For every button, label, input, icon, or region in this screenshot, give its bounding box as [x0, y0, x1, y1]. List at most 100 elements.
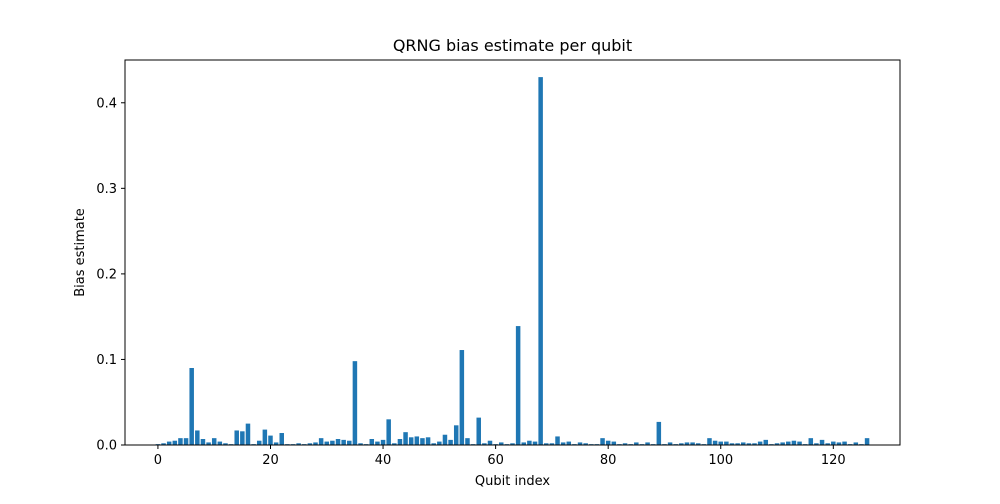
plot-area-frame	[124, 59, 901, 446]
bar-qubit-31	[330, 440, 335, 445]
bar-qubit-52	[448, 439, 453, 445]
x-axis-ticks: 0 20 40 60 80 100 120	[154, 445, 846, 468]
bar-qubit-103	[735, 443, 740, 445]
y-axis-label: Bias estimate	[73, 208, 88, 297]
bar-qubit-2	[166, 441, 172, 445]
bar-qubit-5	[183, 438, 189, 445]
bar-qubit-59	[487, 440, 493, 445]
bar-qubit-35	[352, 361, 358, 445]
bar-qubit-58	[482, 443, 487, 445]
chart-title: QRNG bias estimate per qubit	[393, 36, 632, 55]
x-tick-label: 0	[154, 453, 162, 468]
bar-qubit-53	[453, 425, 459, 445]
bar-qubit-94	[684, 442, 690, 445]
bar-qubit-34	[347, 440, 352, 445]
bar-qubit-50	[437, 441, 442, 445]
bar-qubit-117	[814, 443, 819, 445]
bar-qubit-57	[476, 417, 481, 445]
bar-qubit-18	[256, 440, 262, 445]
bar-qubit-21	[273, 442, 279, 445]
bar-qubit-43	[397, 439, 403, 445]
bar-qubit-68	[538, 77, 543, 446]
bar-qubit-93	[679, 443, 684, 445]
bar-qubit-9	[206, 442, 211, 445]
bar-qubit-15	[240, 431, 245, 445]
bar-qubit-118	[819, 439, 825, 445]
bar-qubit-116	[808, 438, 814, 445]
bar-qubit-95	[690, 442, 695, 445]
x-tick-label: 20	[262, 453, 279, 468]
bar-qubit-119	[825, 443, 830, 445]
bar-qubit-39	[375, 441, 380, 445]
bar-qubit-51	[442, 434, 448, 445]
bar-qubit-113	[791, 440, 797, 445]
bar-qubit-7	[195, 430, 200, 445]
y-tick-label: 0.4	[96, 96, 117, 111]
bar-qubit-75	[577, 442, 583, 445]
bar-qubit-85	[634, 442, 639, 445]
bar-qubit-121	[836, 442, 842, 445]
y-tick-label: 0.0	[96, 439, 117, 454]
bar-qubit-19	[262, 429, 268, 445]
bar-qubit-67	[532, 441, 538, 445]
bar-qubit-96	[695, 443, 701, 445]
bar-qubit-42	[392, 443, 397, 445]
bar-qubit-126	[864, 438, 870, 445]
bar-qubit-27	[307, 443, 313, 445]
bar-qubit-98	[707, 438, 712, 445]
bar-qubit-16	[245, 423, 251, 445]
bar-qubit-63	[510, 443, 515, 445]
bar-qubit-55	[465, 438, 470, 445]
bar-qubit-100	[718, 441, 723, 445]
bar-qubit-101	[724, 441, 729, 445]
bar-qubit-6	[189, 368, 194, 445]
bar-qubit-46	[414, 436, 420, 445]
bar-qubit-49	[431, 443, 436, 445]
bar-qubit-87	[645, 442, 650, 445]
bar-qubit-65	[521, 442, 527, 445]
bar-qubit-47	[420, 438, 425, 445]
bar-qubit-41	[386, 419, 391, 445]
bar-qubit-20	[268, 435, 273, 445]
bar-qubit-124	[853, 442, 859, 445]
bar-qubit-107	[757, 441, 763, 445]
bar-qubit-3	[172, 440, 178, 445]
x-tick-label: 60	[487, 453, 504, 468]
bar-qubit-72	[560, 442, 566, 445]
bar-qubit-102	[729, 443, 735, 445]
bar-qubit-28	[313, 442, 318, 445]
y-tick-label: 0.3	[96, 182, 117, 197]
bar-qubit-36	[358, 443, 363, 445]
bar-qubit-80	[605, 440, 611, 445]
bar-qubit-12	[223, 443, 228, 445]
y-tick-label: 0.1	[96, 353, 117, 368]
bar-qubit-76	[583, 443, 588, 445]
bar-qubit-111	[780, 442, 785, 445]
bar-qubit-40	[380, 439, 386, 445]
bar-qubit-45	[408, 437, 414, 445]
bars-group	[155, 77, 870, 446]
bar-qubit-10	[211, 438, 217, 445]
bar-qubit-81	[611, 441, 617, 445]
bar-qubit-83	[622, 443, 628, 445]
bar-qubit-1	[161, 443, 166, 445]
bar-qubit-29	[318, 438, 324, 445]
y-tick-label: 0.2	[96, 267, 117, 282]
y-axis-ticks: 0.0 0.1 0.2 0.3 0.4	[96, 96, 125, 454]
bar-qubit-61	[498, 442, 504, 445]
bar-qubit-22	[279, 433, 284, 445]
bar-qubit-112	[786, 441, 791, 445]
bar-qubit-32	[335, 439, 341, 445]
bar-qubit-122	[842, 441, 847, 445]
bar-qubit-106	[752, 443, 757, 445]
bar-qubit-4	[178, 438, 183, 445]
bar-qubit-99	[712, 440, 718, 445]
bar-qubit-54	[459, 350, 465, 445]
bar-qubit-105	[746, 443, 752, 445]
x-tick-label: 100	[708, 453, 733, 468]
x-axis-label: Qubit index	[475, 474, 550, 489]
bar-qubit-70	[549, 443, 555, 445]
bar-qubit-44	[403, 432, 408, 445]
